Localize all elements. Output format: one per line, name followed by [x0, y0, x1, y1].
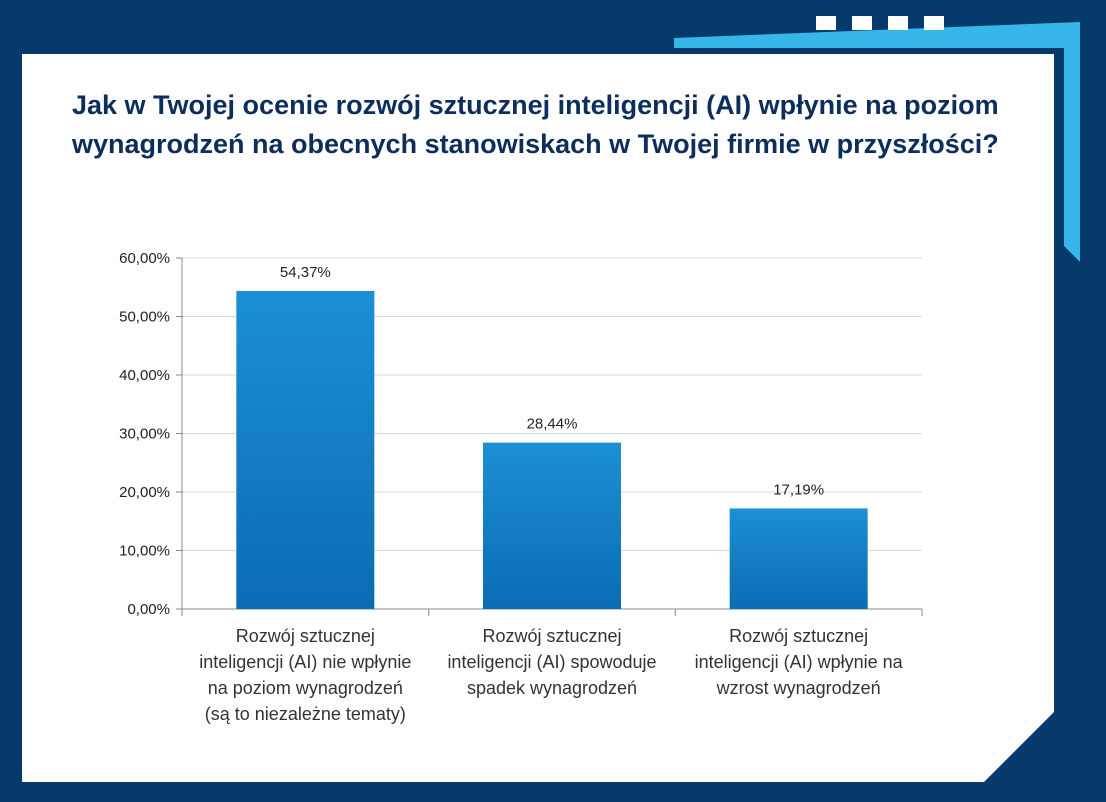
bar	[236, 290, 375, 609]
y-tick-label: 30,00%	[119, 426, 170, 443]
x-category-label: Rozwój sztucznej inteligencji (AI) wpłyn…	[694, 626, 903, 698]
y-tick-label: 20,00%	[119, 484, 170, 501]
bar	[729, 508, 868, 609]
y-tick-label: 0,00%	[127, 601, 170, 618]
corner-cut-shape	[984, 712, 1054, 782]
bar	[483, 442, 621, 609]
y-tick-label: 10,00%	[119, 543, 170, 560]
y-tick-label: 40,00%	[119, 367, 170, 384]
x-category-label: Rozwój sztucznej inteligencji (AI) spowo…	[447, 626, 657, 698]
decor-square-2	[852, 16, 872, 30]
chart-title: Jak w Twojej ocenie rozwój sztucznej int…	[72, 90, 999, 159]
bar-value-label: 28,44%	[527, 416, 578, 433]
y-tick-label: 60,00%	[119, 250, 170, 267]
y-tick-label: 50,00%	[119, 309, 170, 326]
decor-square-1	[816, 16, 836, 30]
bar-value-label: 17,19%	[773, 481, 824, 498]
decor-square-4	[924, 16, 944, 30]
bar-value-label: 54,37%	[280, 264, 331, 281]
x-category-label: Rozwój sztucznej inteligencji (AI) nie w…	[199, 626, 412, 724]
chart-card	[22, 54, 1054, 782]
decor-square-3	[888, 16, 908, 30]
accent-frame-shape	[674, 22, 1080, 262]
